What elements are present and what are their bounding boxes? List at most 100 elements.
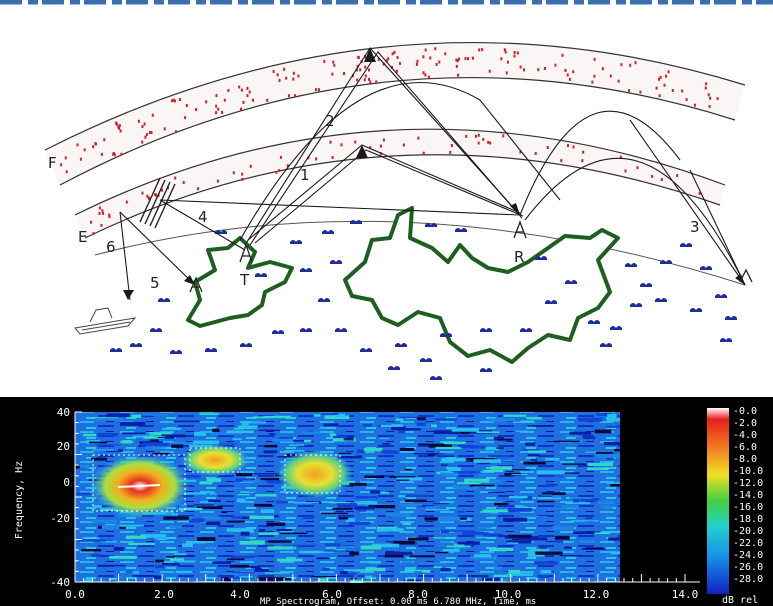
noise-streak xyxy=(594,429,612,434)
noise-streak xyxy=(609,530,620,533)
noise-streak xyxy=(321,512,348,515)
noise-streak xyxy=(527,454,540,457)
noise-streak xyxy=(573,499,580,503)
noise-streak xyxy=(241,423,249,426)
ionization-dot xyxy=(125,200,128,204)
noise-streak xyxy=(513,421,536,423)
noise-streak xyxy=(446,545,471,548)
ionization-dot xyxy=(151,113,154,117)
ionization-dot xyxy=(391,52,394,56)
ionization-dot xyxy=(554,63,557,67)
noise-streak xyxy=(350,578,357,581)
ionization-dot xyxy=(659,75,662,79)
noise-streak xyxy=(539,547,548,549)
noise-streak xyxy=(562,463,587,465)
ionization-dot xyxy=(489,141,492,145)
noise-streak xyxy=(404,567,415,570)
ionization-dot xyxy=(620,63,623,67)
ionization-dot xyxy=(396,56,399,59)
wave-mark xyxy=(215,230,227,234)
wave-mark xyxy=(715,294,727,298)
noise-streak xyxy=(263,450,278,454)
ionization-dot xyxy=(195,108,198,112)
noise-streak xyxy=(607,482,620,484)
ionization-dot xyxy=(591,80,594,84)
noise-streak xyxy=(422,569,431,573)
ionization-dot xyxy=(145,133,148,136)
noise-streak xyxy=(379,437,390,439)
noise-streak xyxy=(267,546,294,550)
noise-streak xyxy=(276,500,288,504)
ionization-dot xyxy=(449,150,452,154)
noise-streak xyxy=(197,537,216,541)
e-layer-band xyxy=(75,129,725,238)
noise-streak xyxy=(324,415,350,419)
noise-streak xyxy=(142,414,166,416)
noise-streak xyxy=(380,491,389,494)
noise-streak xyxy=(206,547,216,550)
ionization-dot xyxy=(359,68,362,72)
ionization-dot xyxy=(424,48,427,52)
wave-mark xyxy=(420,358,432,362)
noise-streak xyxy=(565,435,583,438)
ionization-dot xyxy=(331,72,334,76)
ionization-dot xyxy=(288,94,290,98)
ionization-dot xyxy=(175,130,177,134)
noise-streak xyxy=(527,425,554,427)
ionization-dot xyxy=(513,54,516,58)
ionization-dot xyxy=(503,48,506,52)
noise-streak xyxy=(534,561,558,565)
noise-streak xyxy=(401,561,413,564)
noise-streak xyxy=(433,430,461,434)
noise-streak xyxy=(413,453,439,455)
ionization-dot xyxy=(232,171,235,175)
ionization-dot xyxy=(629,63,632,67)
ionization-dot xyxy=(385,59,388,63)
noise-streak xyxy=(405,494,429,498)
noise-streak xyxy=(229,564,249,568)
ionization-dot xyxy=(368,77,370,81)
noise-streak xyxy=(276,529,292,531)
noise-streak xyxy=(418,443,446,446)
noise-streak xyxy=(323,423,339,427)
ionization-dot xyxy=(294,94,297,98)
noise-streak xyxy=(594,532,610,535)
wave-mark xyxy=(600,343,612,347)
ionization-dot xyxy=(90,220,92,224)
noise-streak xyxy=(536,470,564,475)
ionization-dot xyxy=(676,174,679,178)
ionization-dot xyxy=(651,174,654,178)
noise-streak xyxy=(299,550,321,554)
svg-text:-28.0: -28.0 xyxy=(733,574,763,585)
ionization-dot xyxy=(266,98,269,102)
noise-streak xyxy=(377,526,398,529)
main-continent xyxy=(343,206,620,364)
ionization-dot xyxy=(64,156,67,160)
noise-streak xyxy=(368,505,396,509)
ionization-dot xyxy=(246,86,249,90)
ionization-dot xyxy=(98,212,101,215)
ionization-dot xyxy=(601,67,604,71)
noise-streak xyxy=(321,412,339,415)
svg-text:-4.0: -4.0 xyxy=(733,430,757,441)
ionization-dot xyxy=(315,88,317,92)
noise-streak xyxy=(208,499,221,503)
noise-streak xyxy=(264,572,289,574)
ionization-dot xyxy=(76,143,79,147)
ionization-dot xyxy=(221,111,224,114)
noise-streak xyxy=(199,481,212,485)
noise-streak xyxy=(489,547,514,552)
wave-mark xyxy=(290,240,302,244)
wave-mark xyxy=(110,348,122,352)
ionization-dot xyxy=(60,163,63,167)
ionization-dot xyxy=(427,75,430,79)
svg-text:-10.0: -10.0 xyxy=(733,466,763,477)
ionization-dot xyxy=(279,155,282,159)
noise-streak xyxy=(523,496,533,500)
ionization-dot xyxy=(363,78,366,82)
noise-streak xyxy=(231,516,250,519)
noise-streak xyxy=(196,506,223,509)
noise-streak xyxy=(182,543,194,548)
ionosphere-diagram: F E T R 1 2 3 4 5 6 xyxy=(0,0,773,380)
noise-streak xyxy=(125,535,147,539)
